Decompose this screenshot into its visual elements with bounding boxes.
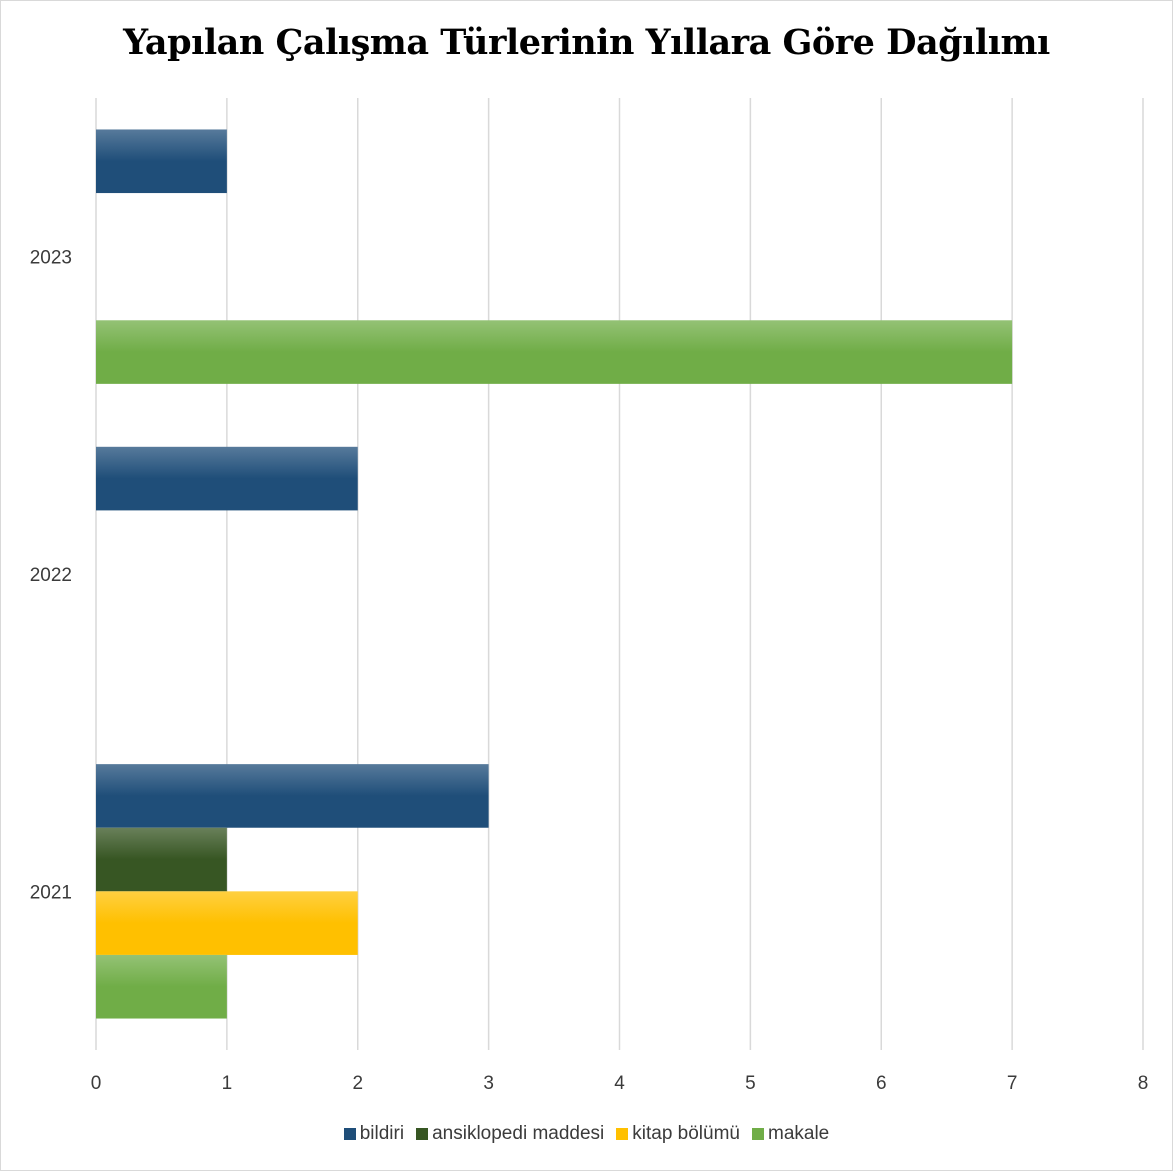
bar-kitap-bölümü-2021 [96, 891, 358, 955]
legend-label: kitap bölümü [632, 1123, 740, 1144]
x-tick-label: 0 [91, 1073, 102, 1094]
x-tick-label: 2 [352, 1073, 363, 1094]
legend-label: bildiri [359, 1123, 405, 1144]
x-axis-ticks: 0 1 2 3 4 5 6 7 8 [91, 1073, 1149, 1094]
legend-item: makale [752, 1123, 829, 1145]
x-tick-label: 7 [1007, 1073, 1018, 1094]
x-tick-label: 6 [876, 1073, 887, 1094]
y-category-label: 2021 [30, 882, 72, 903]
bar-makale-2023 [96, 320, 1013, 384]
legend-swatch [616, 1128, 629, 1140]
bar-bildiri-2023 [96, 129, 227, 194]
x-tick-label: 5 [745, 1073, 756, 1094]
y-category-label: 2022 [30, 565, 72, 586]
legend-item: bildiri [343, 1123, 405, 1145]
x-tick-label: 3 [483, 1073, 494, 1094]
legend-swatch [343, 1128, 356, 1140]
bar-bildiri-2022 [96, 446, 358, 511]
y-axis-categories: 2021 2022 2023 [30, 248, 72, 904]
chart-title: Yapılan Çalışma Türlerinin Yıllara Göre … [123, 22, 1050, 63]
bar-makale-2021 [96, 954, 227, 1019]
bars [96, 129, 1013, 1019]
legend-item: kitap bölümü [616, 1123, 740, 1145]
x-tick-label: 4 [614, 1073, 625, 1094]
legend-item: ansiklopedi maddesi [416, 1123, 604, 1145]
bar-bildiri-2021 [96, 764, 489, 828]
legend-label: makale [768, 1123, 830, 1144]
legend-swatch [416, 1128, 429, 1140]
bar-ansiklopedi-maddesi-2021 [96, 827, 227, 892]
legend: bildiri ansiklopedi maddesi kitap bölümü ma… [0, 1123, 1173, 1145]
legend-swatch [752, 1128, 764, 1140]
x-tick-label: 1 [222, 1073, 233, 1094]
legend-label: ansiklopedi maddesi [432, 1123, 605, 1144]
x-tick-label: 8 [1138, 1073, 1149, 1094]
y-category-label: 2023 [30, 248, 72, 269]
